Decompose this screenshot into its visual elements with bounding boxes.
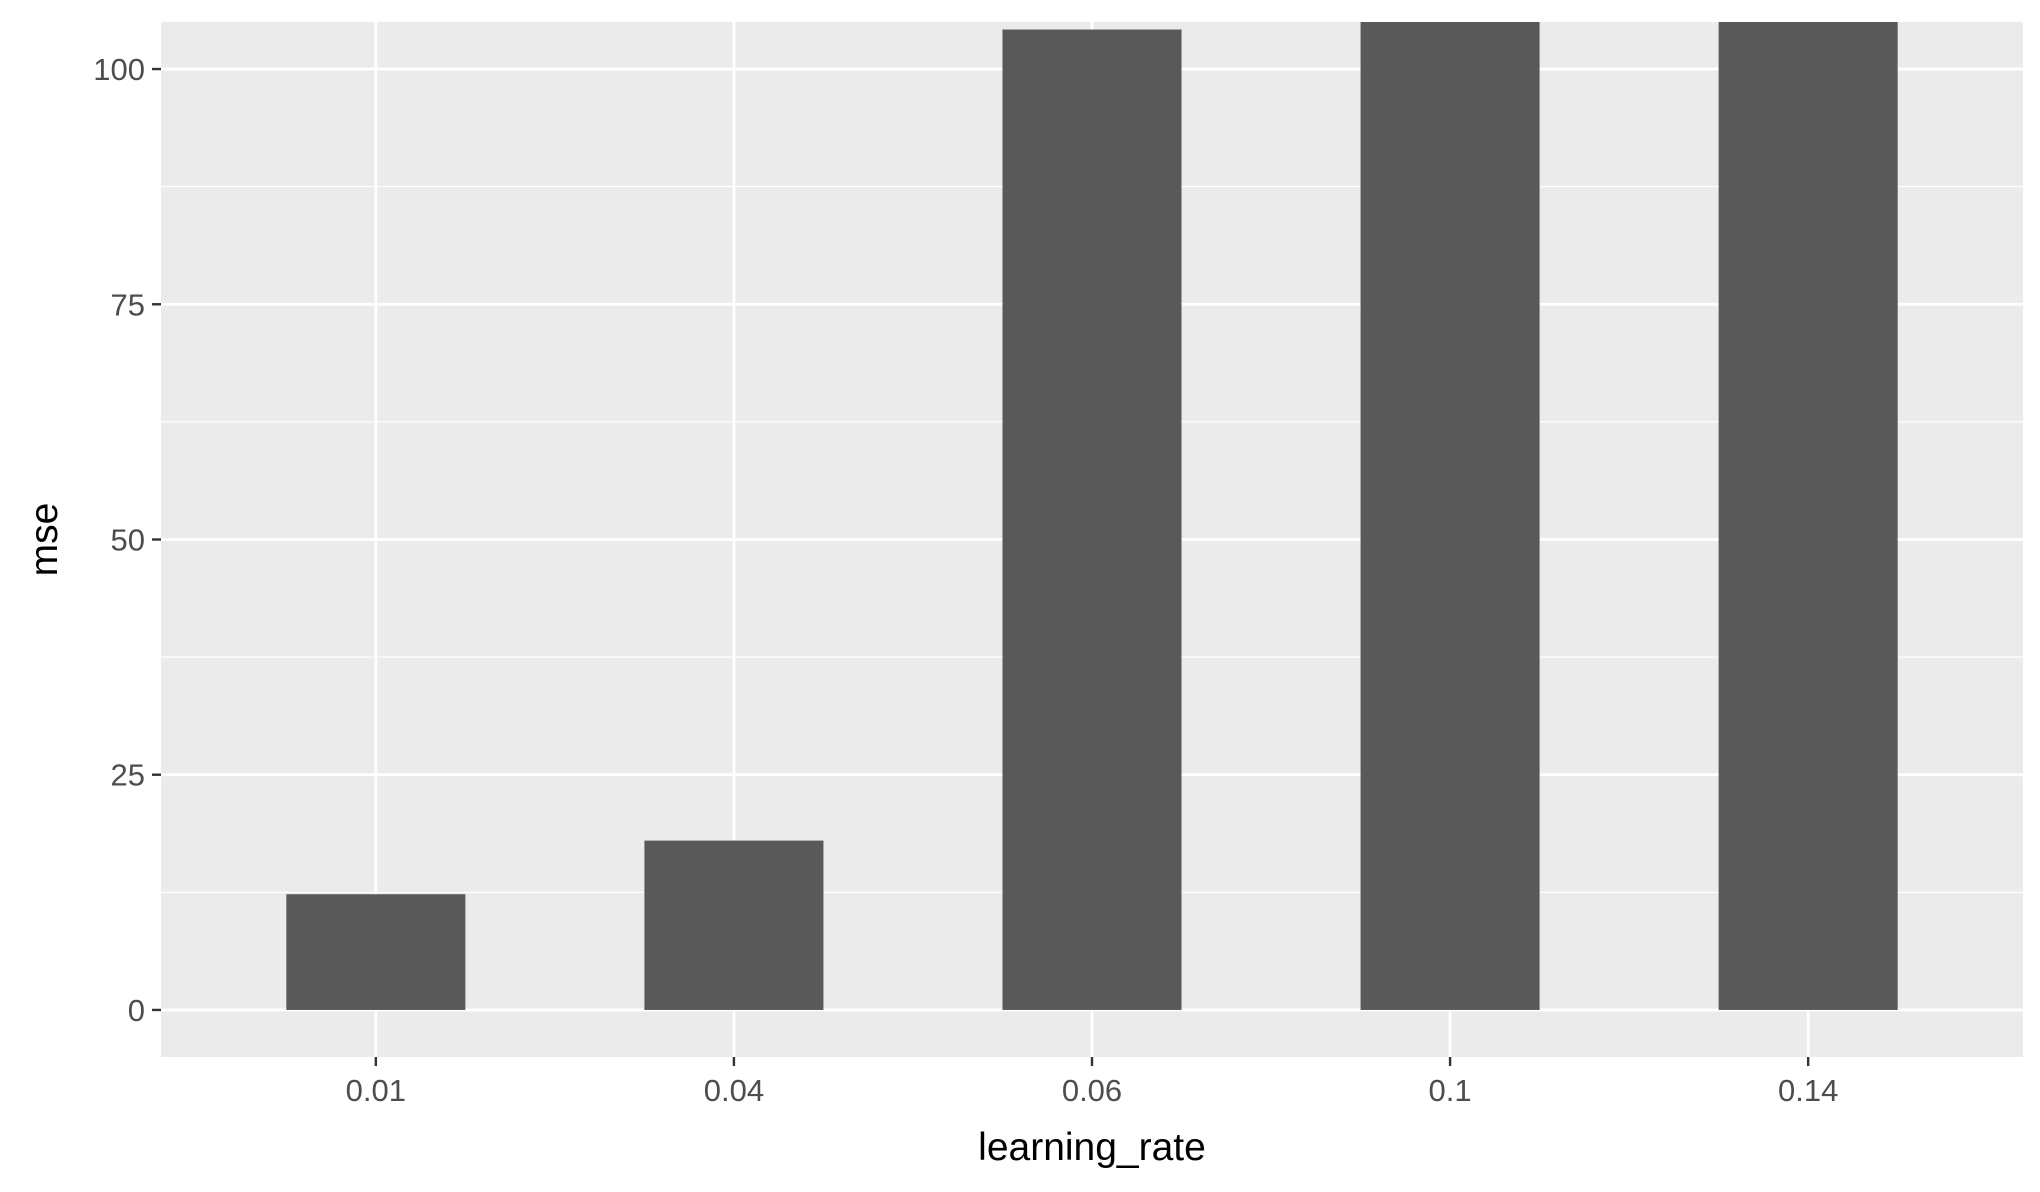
y-tick-label: 50 <box>111 523 145 558</box>
bars <box>286 22 1898 1010</box>
x-tick-label: 0.01 <box>346 1073 406 1108</box>
y-tick-label: 100 <box>93 52 145 87</box>
bar <box>1718 22 1898 1010</box>
x-tick-label: 0.14 <box>1778 1073 1838 1108</box>
x-tick-label: 0.1 <box>1429 1073 1472 1108</box>
y-tick-label: 0 <box>128 993 145 1028</box>
bar <box>286 894 466 1010</box>
x-tick-label: 0.06 <box>1062 1073 1122 1108</box>
axes: 0 25 50 75 100 0.01 0.04 0.06 0.1 0.14 <box>93 52 1838 1108</box>
bar <box>1002 29 1182 1010</box>
x-tick-label: 0.04 <box>704 1073 764 1108</box>
bar <box>1360 22 1540 1010</box>
y-tick-label: 25 <box>111 758 145 793</box>
x-axis-title: learning_rate <box>978 1126 1206 1169</box>
bar <box>644 840 824 1010</box>
y-axis-title: mse <box>23 503 66 577</box>
y-tick-label: 75 <box>111 287 145 322</box>
